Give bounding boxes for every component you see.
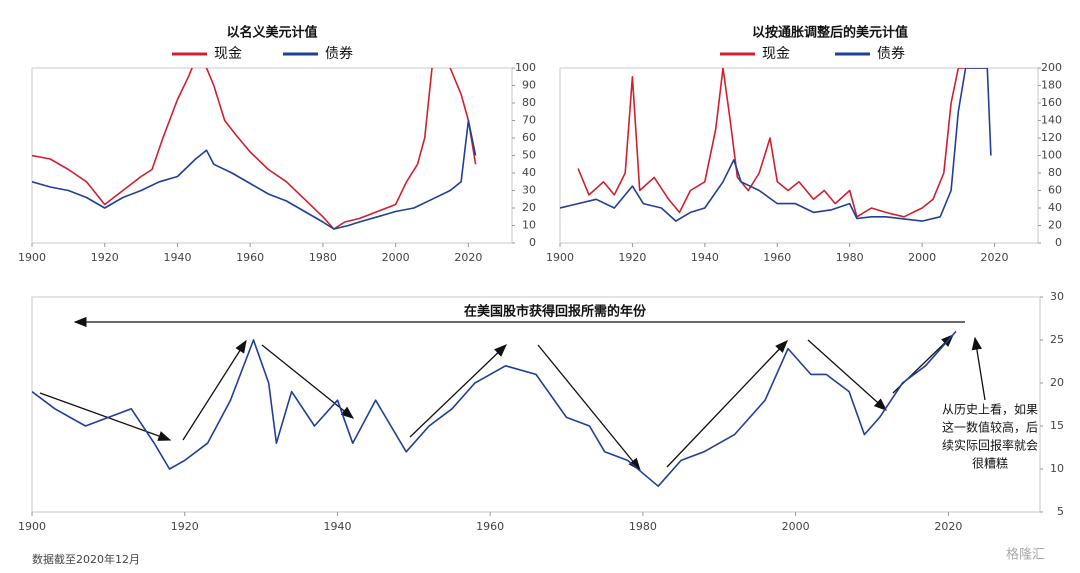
y-tick-label: 30 (1050, 290, 1064, 303)
y-tick-label: 80 (1048, 166, 1062, 179)
y-tick-label: 200 (1041, 61, 1062, 74)
legend-label: 债券 (325, 46, 353, 62)
x-tick-label: 1980 (309, 251, 337, 264)
data-line (560, 68, 992, 222)
x-tick-label: 1900 (546, 251, 574, 264)
annotation: 很糟糕 (972, 456, 1008, 471)
chart-title: 以按通胀调整后的美元计值 (752, 25, 908, 41)
data-line (32, 68, 477, 230)
footnote: 数据截至2020年12月 (32, 552, 140, 566)
y-tick-label: 10 (1050, 462, 1064, 475)
x-tick-label: 2020 (454, 251, 482, 264)
y-tick-label: 40 (522, 166, 536, 179)
annotation: 这一数值较高，后 (942, 420, 1038, 435)
y-tick-label: 0 (529, 236, 536, 249)
watermark: 格隆汇 (1006, 547, 1045, 563)
x-tick-label: 1980 (836, 251, 864, 264)
y-tick-label: 20 (522, 201, 536, 214)
legend-label: 现金 (214, 46, 242, 62)
y-tick-label: 20 (1048, 219, 1062, 232)
y-tick-label: 10 (522, 219, 536, 232)
x-tick-label: 1920 (91, 251, 119, 264)
y-tick-label: 30 (522, 184, 536, 197)
y-tick-label: 60 (522, 131, 536, 144)
y-tick-label: 15 (1050, 419, 1064, 432)
plot-frame (31, 296, 1041, 513)
annotation: 续实际回报率就会 (942, 438, 1038, 453)
y-tick-label: 160 (1041, 96, 1062, 109)
data-line (32, 119, 477, 230)
plot-lines (32, 330, 957, 487)
y-tick-label: 90 (522, 79, 536, 92)
chart-title: 在美国股市获得回报所需的年份 (464, 304, 647, 320)
x-tick-label: 1920 (171, 520, 199, 533)
annotation: 从历史上看，如果 (942, 402, 1038, 417)
x-tick-label: 1960 (763, 251, 791, 264)
y-tick-label: 100 (515, 61, 536, 74)
y-tick-label: 50 (522, 149, 536, 162)
x-tick-label: 2020 (981, 251, 1009, 264)
y-tick-label: 70 (522, 114, 536, 127)
y-tick-label: 100 (1041, 149, 1062, 162)
x-tick-label: 1900 (18, 251, 46, 264)
data-line (32, 330, 957, 487)
x-tick-label: 1960 (236, 251, 264, 264)
y-tick-label: 60 (1048, 184, 1062, 197)
legend-label: 债券 (877, 46, 905, 62)
y-tick-label: 80 (522, 96, 536, 109)
y-tick-label: 5 (1057, 505, 1064, 518)
y-tick-label: 20 (1050, 376, 1064, 389)
x-tick-label: 2000 (908, 251, 936, 264)
x-tick-label: 1900 (18, 520, 46, 533)
plot-lines (560, 68, 992, 222)
y-tick-label: 40 (1048, 201, 1062, 214)
x-tick-label: 1920 (618, 251, 646, 264)
trend-arrows (39, 334, 986, 472)
x-tick-label: 1980 (629, 520, 657, 533)
y-tick-label: 180 (1041, 79, 1062, 92)
x-tick-label: 2000 (782, 520, 810, 533)
chart-title: 以名义美元计值 (226, 25, 317, 41)
plot-frame (31, 67, 513, 244)
y-tick-label: 0 (1055, 236, 1062, 249)
x-tick-label: 1940 (163, 251, 191, 264)
y-tick-label: 120 (1041, 131, 1062, 144)
data-line (577, 68, 988, 218)
x-tick-label: 2020 (934, 520, 962, 533)
x-tick-label: 2000 (382, 251, 410, 264)
y-tick-label: 25 (1050, 333, 1064, 346)
x-tick-label: 1940 (691, 251, 719, 264)
y-tick-label: 140 (1041, 114, 1062, 127)
x-tick-label: 1940 (323, 520, 351, 533)
plot-lines (32, 68, 477, 230)
legend-label: 现金 (762, 46, 790, 62)
x-tick-label: 1960 (476, 520, 504, 533)
